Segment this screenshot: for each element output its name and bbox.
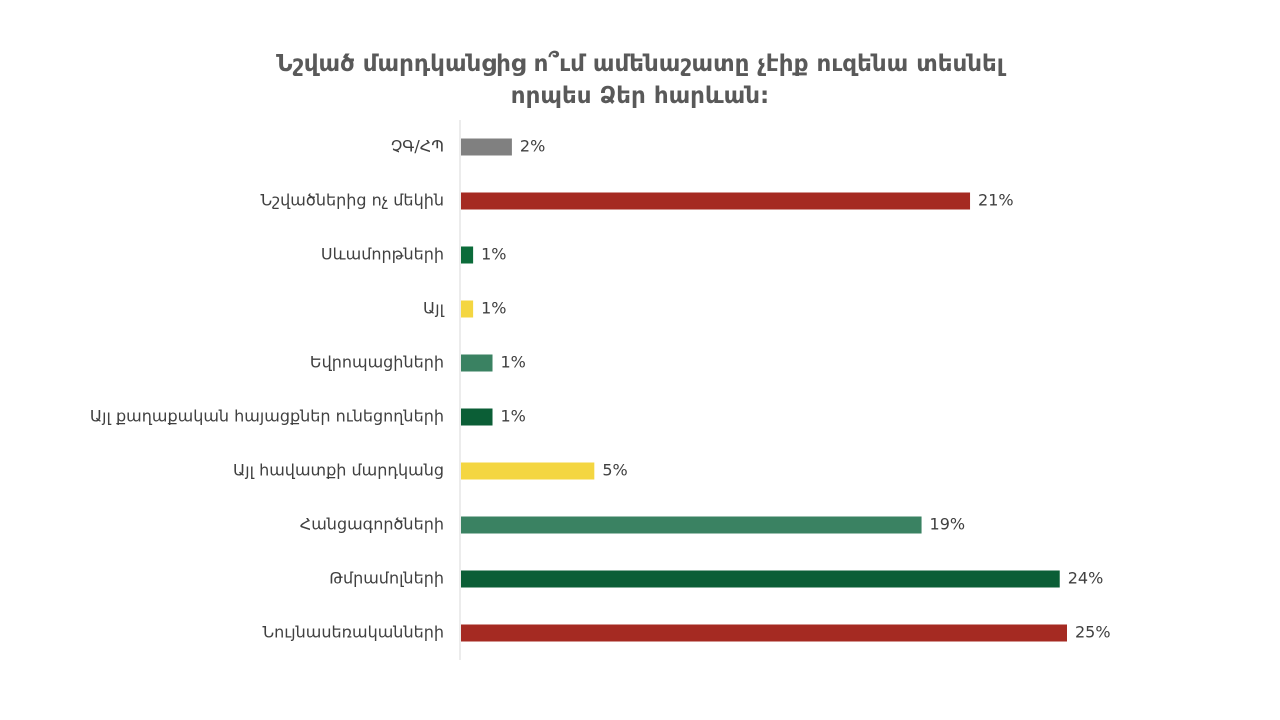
category-label: Թմրամոլների (329, 569, 444, 588)
category-label: Նշվածներից ոչ մեկին (260, 191, 444, 210)
chart-title-line-2: որպես Ձեր հարևան: (510, 83, 770, 109)
chart-title: Նշված մարդկանցից ո՞ւմ ամենաշատը չէիք ուզ… (140, 48, 1140, 112)
bar (461, 516, 922, 534)
category-label: Նույնասեռականների (263, 623, 445, 642)
data-label: 1% (501, 353, 526, 372)
category-label: Այլ քաղաքական հայացքներ ունեցողների (90, 407, 444, 426)
data-label: 21% (978, 191, 1014, 210)
data-label: 1% (481, 245, 506, 264)
bar (461, 570, 1060, 588)
data-label: 24% (1068, 569, 1104, 588)
category-label: Եվրոպացիների (310, 353, 444, 372)
bar (461, 624, 1067, 642)
bar (461, 138, 512, 156)
data-label: 1% (501, 407, 526, 426)
bar (461, 300, 474, 318)
bar (461, 408, 493, 426)
category-label: Այլ հավատքի մարդկանց (233, 461, 444, 480)
category-label: Սևամորթների (321, 245, 444, 264)
bar (461, 246, 474, 264)
chart-title-line-1: Նշված մարդկանցից ո՞ւմ ամենաշատը չէիք ուզ… (276, 51, 1004, 77)
data-label: 19% (930, 515, 966, 534)
category-label: Այլ (423, 299, 445, 318)
bars-group: ՉԳ/ՀՊ 2% Նշվածներից ոչ մեկին 21% Սևամորթների… (90, 137, 1111, 642)
data-label: 5% (602, 461, 627, 480)
category-label: ՉԳ/ՀՊ (391, 137, 444, 156)
data-label: 1% (481, 299, 506, 318)
bar (461, 462, 595, 480)
bar (461, 192, 971, 210)
data-label: 25% (1075, 623, 1111, 642)
category-label: Հանցագործների (300, 515, 444, 534)
data-label: 2% (520, 137, 545, 156)
bar (461, 354, 493, 372)
